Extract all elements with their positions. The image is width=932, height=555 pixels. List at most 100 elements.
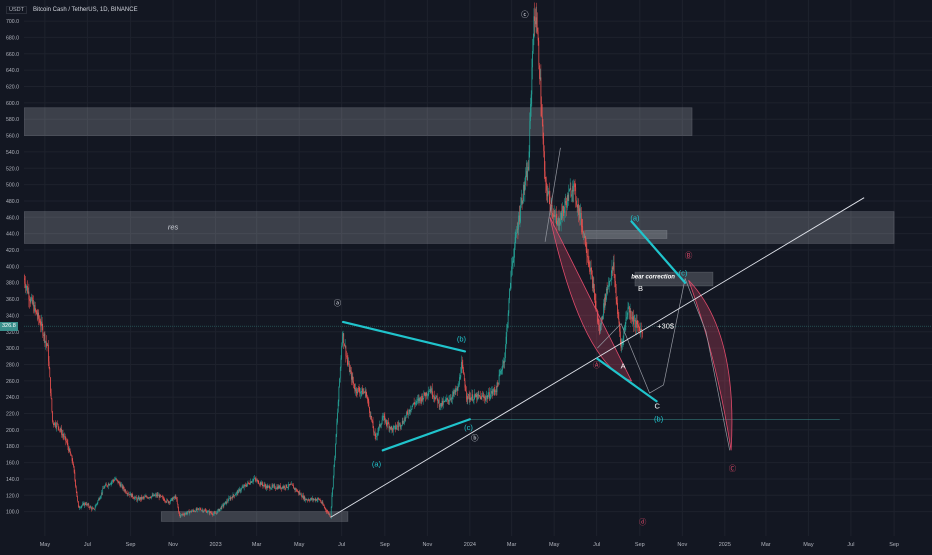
- y-tick-label: 600.0: [6, 101, 19, 107]
- candle-body: [495, 391, 497, 393]
- candle-body: [84, 503, 85, 506]
- candle-body: [108, 483, 110, 486]
- annotation-label: (a): [372, 460, 382, 469]
- candle-body: [564, 201, 566, 207]
- candle-body: [580, 212, 581, 219]
- candle-body: [339, 378, 340, 387]
- candle-body: [110, 484, 111, 485]
- candle-body: [383, 415, 384, 418]
- candle-body: [542, 124, 544, 139]
- price-zone: [634, 271, 714, 287]
- plot-area: [24, 2, 932, 522]
- symbol-title[interactable]: Bitcoin Cash / TetherUS, 1D, BINANCE: [32, 7, 138, 13]
- candle-body: [158, 495, 159, 496]
- candle-body: [589, 264, 591, 272]
- candle-body: [335, 434, 337, 445]
- candle-body: [458, 384, 460, 387]
- candle-body: [244, 485, 246, 486]
- annotation-label: res: [168, 223, 179, 232]
- candle-body: [351, 376, 353, 380]
- candle-body: [196, 508, 198, 511]
- candle-body: [484, 398, 486, 400]
- candle-body: [585, 236, 586, 247]
- candle-body: [547, 193, 549, 197]
- candle-body: [569, 188, 571, 190]
- candle-body: [569, 189, 570, 192]
- candle-body: [412, 404, 414, 406]
- candle-body: [448, 400, 450, 402]
- candle-body: [408, 414, 409, 415]
- candle-body: [437, 398, 439, 404]
- candle-body: [257, 480, 259, 484]
- candle-body: [29, 300, 31, 303]
- candle-body: [143, 497, 145, 498]
- candle-body: [572, 189, 574, 192]
- candle-body: [382, 417, 384, 421]
- candle-body: [113, 480, 115, 482]
- candle-body: [529, 121, 531, 152]
- candle-body: [259, 482, 261, 485]
- candle-body: [445, 399, 446, 402]
- y-tick-label: 440.0: [6, 232, 19, 238]
- candle-body: [55, 426, 57, 428]
- candle-body: [534, 16, 535, 21]
- candle-body: [456, 388, 458, 391]
- candle-body: [510, 271, 512, 289]
- candle-body: [162, 496, 163, 498]
- candle-body: [187, 511, 189, 513]
- candle-body: [98, 498, 100, 500]
- candle-body: [188, 510, 190, 514]
- candle-body: [343, 333, 345, 344]
- candle-body: [176, 499, 178, 504]
- candle-body: [190, 510, 191, 512]
- candle-body: [211, 512, 212, 514]
- candle-body: [198, 508, 200, 510]
- candle-body: [206, 512, 208, 513]
- currency-badge[interactable]: USDT: [6, 6, 27, 14]
- candle-body: [137, 497, 139, 499]
- candle-body: [161, 496, 163, 497]
- candle-body: [494, 390, 496, 392]
- candle-body: [247, 482, 248, 485]
- candle-body: [91, 507, 92, 510]
- candle-body: [332, 487, 333, 496]
- candle-body: [70, 452, 72, 456]
- candle-body: [27, 286, 28, 293]
- candle-body: [472, 399, 474, 401]
- candle-body: [25, 283, 26, 288]
- candle-body: [403, 423, 405, 424]
- y-tick-label: 360.0: [6, 297, 19, 303]
- candle-body: [242, 486, 244, 488]
- candle-body: [618, 318, 620, 323]
- candle-body: [323, 505, 325, 508]
- projection-arrows: [544, 147, 731, 451]
- candle-body: [545, 178, 547, 183]
- candle-body: [475, 395, 477, 397]
- candle-body: [513, 257, 515, 261]
- x-tick-label: May: [549, 542, 560, 548]
- candle-body: [410, 408, 412, 410]
- candle-body: [367, 399, 369, 402]
- annotation-label: +30$: [657, 322, 675, 331]
- candle-body: [207, 511, 209, 513]
- candle-body: [461, 361, 462, 374]
- candle-body: [353, 381, 354, 384]
- candle-body: [275, 488, 277, 490]
- candle-body: [413, 402, 415, 404]
- candle-body: [417, 398, 419, 400]
- candle-body: [566, 203, 568, 208]
- candle-body: [59, 429, 61, 431]
- candle-body: [587, 257, 589, 262]
- candle-body: [535, 17, 537, 25]
- candle-body: [599, 325, 601, 334]
- candle-body: [502, 365, 503, 371]
- candle-body: [544, 171, 546, 179]
- candle-body: [289, 484, 291, 486]
- candle-body: [434, 397, 436, 400]
- candle-body: [570, 188, 572, 197]
- candle-body: [341, 345, 343, 359]
- candle-body: [66, 441, 67, 442]
- candle-body: [298, 492, 300, 494]
